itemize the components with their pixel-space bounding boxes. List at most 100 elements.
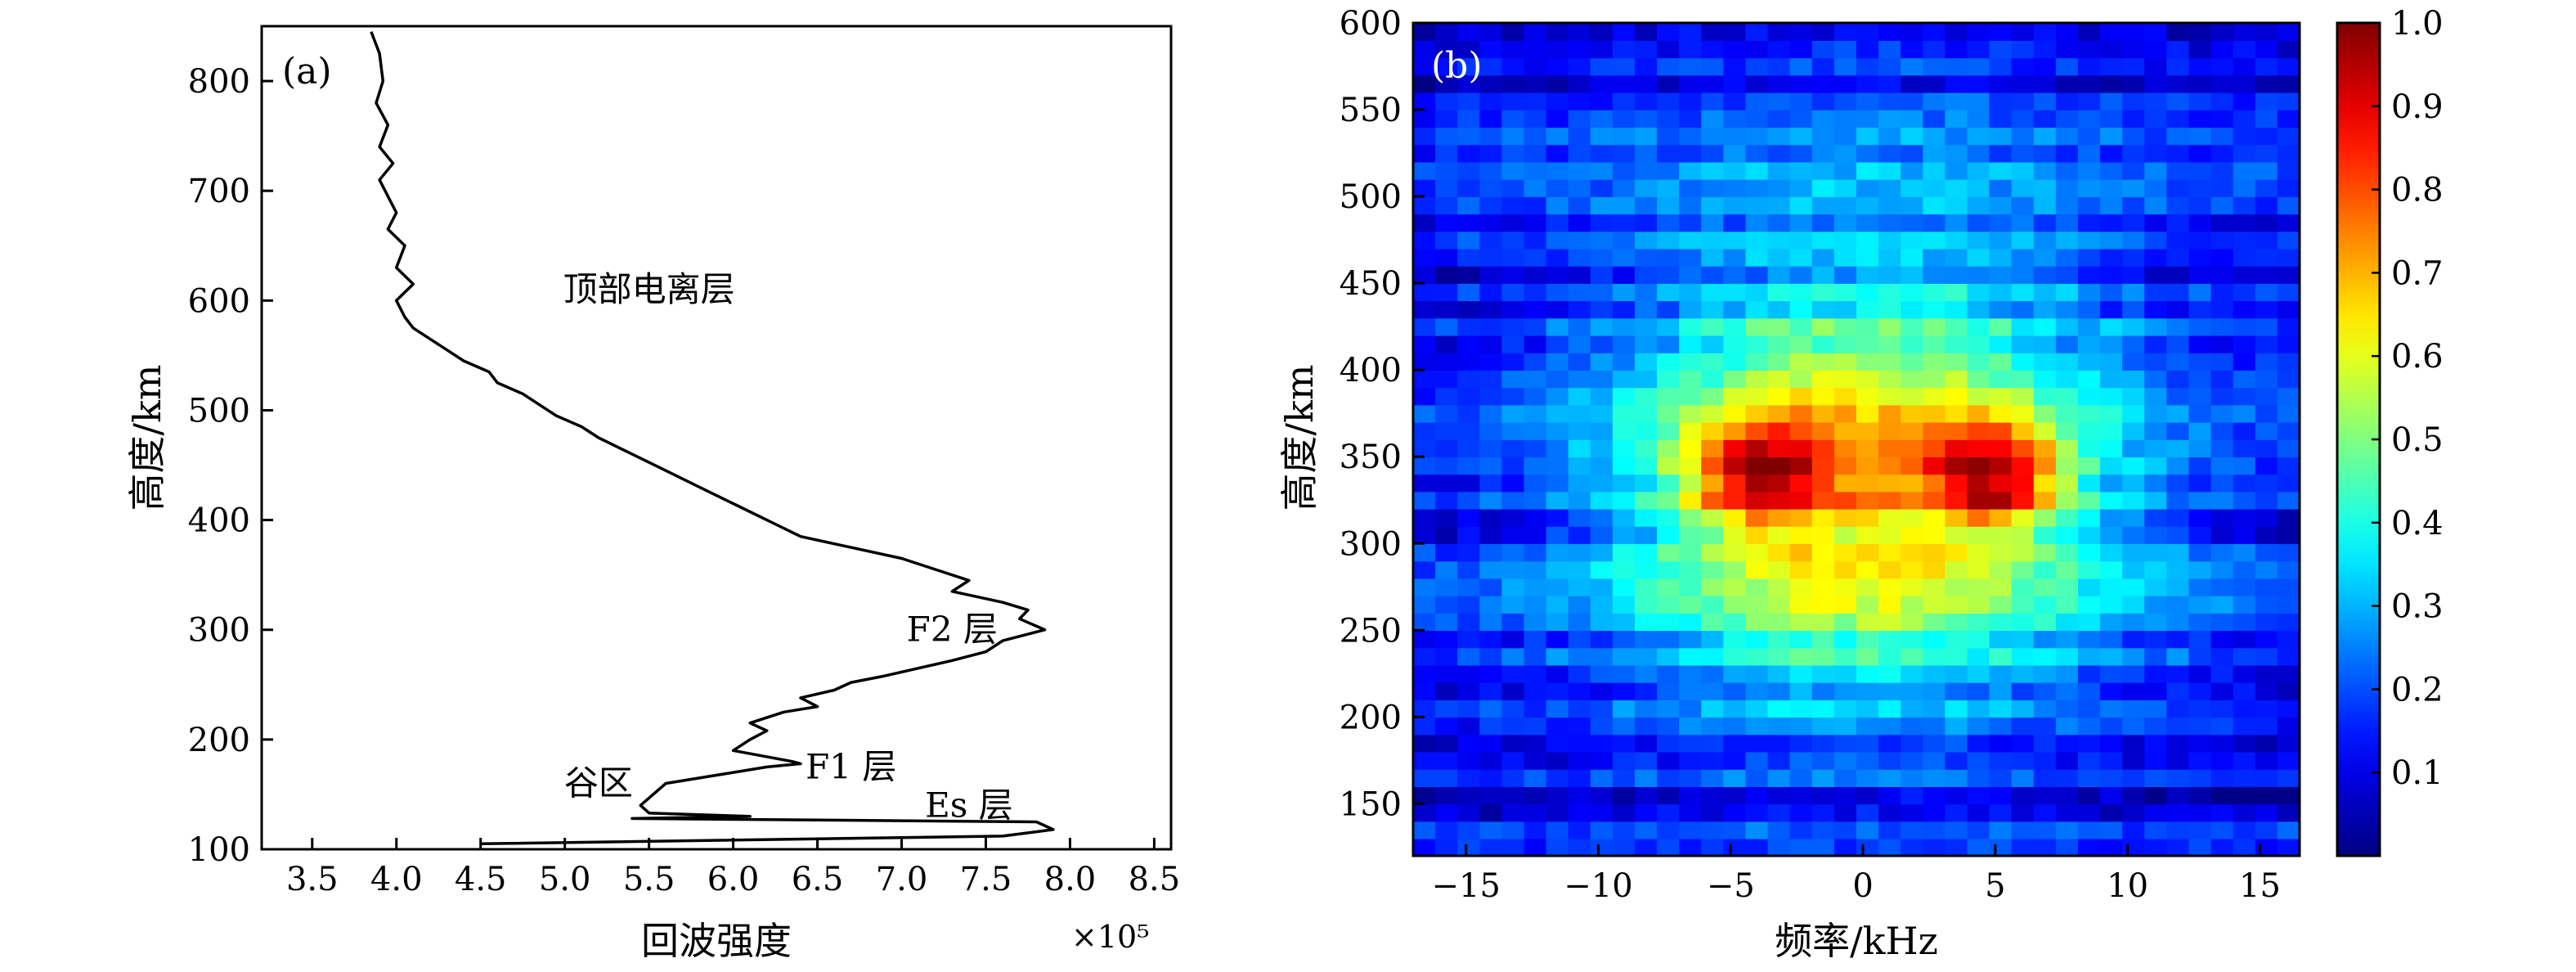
heatmap-cell [1413, 404, 1436, 423]
heatmap-cell [2011, 317, 2035, 336]
heatmap-cell [1833, 457, 1857, 475]
heatmap-cell [1701, 508, 1725, 527]
heatmap-cell [2188, 265, 2212, 284]
heatmap-cell [2233, 543, 2256, 562]
heatmap-cell [1945, 526, 1968, 544]
heatmap-cell [1811, 717, 1835, 736]
heatmap-cell [2210, 335, 2234, 353]
heatmap-cell [1568, 127, 1591, 146]
heatmap-cell [1789, 196, 1813, 215]
heatmap-cell [1612, 404, 1636, 423]
heatmap-cell [1479, 474, 1503, 493]
heatmap-cell [2233, 474, 2256, 493]
heatmap-cell [1745, 595, 1769, 614]
heatmap-cell [1546, 717, 1569, 736]
heatmap-cell [1501, 404, 1525, 423]
heatmap-cell [1701, 74, 1725, 93]
heatmap-cell [2188, 769, 2212, 787]
heatmap-cell [2011, 265, 2035, 284]
heatmap-cell [2100, 404, 2123, 423]
heatmap-cell [2122, 283, 2146, 302]
heatmap-cell [2188, 838, 2212, 857]
heatmap-cell [1679, 786, 1703, 805]
heatmap-cell [1856, 751, 1879, 770]
heatmap-cell [1590, 283, 1613, 302]
heatmap-cell [2277, 196, 2300, 215]
heatmap-cell [1878, 144, 1901, 163]
heatmap-cell [2122, 92, 2146, 110]
colorbar-tick-label: 0.9 [2391, 88, 2444, 126]
heatmap-cell [1590, 110, 1613, 128]
heatmap-cell [1679, 630, 1703, 649]
heatmap-cell [2100, 248, 2123, 267]
heatmap-cell [2210, 491, 2234, 510]
heatmap-cell [2078, 439, 2101, 457]
heatmap-cell [1901, 387, 1924, 406]
heatmap-cell [1789, 682, 1813, 700]
heatmap-cell [1701, 838, 1725, 857]
heatmap-cell [2233, 439, 2256, 457]
heatmap-cell [1878, 786, 1901, 805]
heatmap-cell [1967, 283, 1990, 302]
heatmap-cell [1435, 664, 1458, 683]
heatmap-cell [2188, 300, 2212, 319]
heatmap-cell [1701, 161, 1725, 180]
heatmap-cell [1989, 595, 2013, 614]
heatmap-cell [1413, 317, 1436, 336]
heatmap-cell [1967, 178, 1990, 197]
heatmap-cell [2166, 214, 2190, 232]
heatmap-cell [2078, 630, 2101, 649]
heatmap-cell [1546, 474, 1569, 493]
heatmap-cell [1767, 231, 1791, 250]
heatmap-cell [1435, 786, 1458, 805]
heatmap-cell [2033, 578, 2057, 596]
colorbar-tick-label: 0.6 [2391, 338, 2444, 376]
heatmap-cell [1590, 630, 1613, 649]
heatmap-cell [1635, 92, 1658, 110]
heatmap-cell [2144, 630, 2168, 649]
heatmap-cell [1723, 300, 1747, 319]
heatmap-cell [1568, 769, 1591, 787]
heatmap-cell [1856, 231, 1879, 250]
heatmap-cell [1923, 317, 1946, 336]
heatmap-cell [2233, 265, 2256, 284]
heatmap-cell [1457, 769, 1481, 787]
heatmap-cell [1811, 457, 1835, 475]
heatmap-cell [1435, 127, 1458, 146]
heatmap-cell [1657, 769, 1680, 787]
heatmap-cell [1967, 474, 1990, 493]
heatmap-cell [2144, 370, 2168, 389]
heatmap-cell [1435, 838, 1458, 857]
heatmap-cell [2255, 543, 2278, 562]
heatmap-cell [2055, 700, 2079, 718]
heatmap-cell [1524, 717, 1547, 736]
heatmap-cell [1789, 821, 1813, 839]
heatmap-cell [1590, 751, 1613, 770]
heatmap-cell [1856, 560, 1879, 579]
heatmap-cell [1989, 92, 2013, 110]
heatmap-cell [2166, 769, 2190, 787]
heatmap-cell [1833, 578, 1857, 596]
y-tick-label: 800 [188, 63, 250, 101]
heatmap-cell [1745, 214, 1769, 232]
heatmap-cell [2122, 74, 2146, 93]
heatmap-cell [1701, 439, 1725, 457]
heatmap-cell [2100, 578, 2123, 596]
heatmap-cell [1745, 838, 1769, 857]
heatmap-cell [1679, 595, 1703, 614]
heatmap-cell [1635, 803, 1658, 822]
heatmap-cell [1989, 404, 2013, 423]
heatmap-cell [2122, 127, 2146, 146]
heatmap-cell [1657, 560, 1680, 579]
heatmap-cell [2277, 178, 2300, 197]
heatmap-cell [1989, 457, 2013, 475]
heatmap-cell [2055, 196, 2079, 215]
heatmap-cell [1435, 92, 1458, 110]
heatmap-cell [1789, 578, 1813, 596]
heatmap-cell [1435, 404, 1458, 423]
heatmap-cell [2078, 682, 2101, 700]
heatmap-cell [1745, 370, 1769, 389]
heatmap-cell [1524, 821, 1547, 839]
heatmap-cell [1435, 439, 1458, 457]
